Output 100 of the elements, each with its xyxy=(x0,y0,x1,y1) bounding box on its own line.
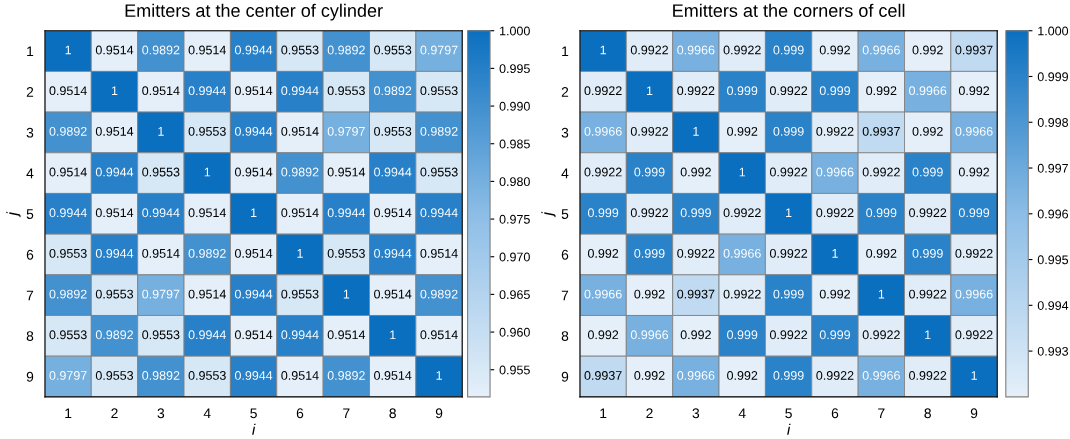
data-label: 1 xyxy=(111,86,118,95)
data-label: 0.992 xyxy=(819,289,850,299)
data-label: 0.9514 xyxy=(188,289,226,299)
x-tick-label: 9 xyxy=(970,408,978,419)
y-tick-label: 5 xyxy=(561,209,569,219)
data-label: 0.992 xyxy=(866,248,897,258)
data-label: 0.9937 xyxy=(584,371,622,380)
data-label: 0.9553 xyxy=(327,86,365,96)
data-label: 0.9514 xyxy=(188,208,226,218)
data-label: 0.999 xyxy=(819,86,851,96)
x-axis-title: i xyxy=(252,423,256,435)
data-label: 0.9922 xyxy=(816,208,854,218)
data-label: 1 xyxy=(693,127,699,136)
y-tick-label: 8 xyxy=(561,331,569,341)
data-label: 0.9553 xyxy=(49,248,87,258)
data-label: 1 xyxy=(739,167,746,177)
x-tick-label: 5 xyxy=(785,408,792,419)
data-label: 0.9514 xyxy=(327,167,366,177)
data-label: 0.9944 xyxy=(188,330,226,340)
data-label: 0.9944 xyxy=(234,126,273,136)
data-label: 0.9922 xyxy=(769,86,808,96)
data-label: 0.9922 xyxy=(723,208,761,218)
x-tick-label: 4 xyxy=(738,408,746,419)
data-label: 0.9514 xyxy=(234,248,273,258)
y-tick-label: 1 xyxy=(562,46,569,57)
data-label: 0.9937 xyxy=(862,126,900,136)
data-label: 0.9937 xyxy=(677,289,715,299)
data-label: 0.9553 xyxy=(374,45,412,55)
data-label: 1 xyxy=(832,249,838,258)
data-label: 0.9944 xyxy=(95,248,134,258)
data-label: 0.9966 xyxy=(723,248,761,258)
data-label: 0.9514 xyxy=(95,126,134,136)
data-label: 0.9514 xyxy=(234,167,273,177)
data-label: 0.9922 xyxy=(816,371,854,380)
data-label: 0.9922 xyxy=(909,208,947,218)
y-tick-label: 3 xyxy=(561,127,569,138)
data-label: 0.9966 xyxy=(584,289,622,299)
data-label: 0.9514 xyxy=(327,330,366,340)
y-tick-label: 4 xyxy=(26,168,34,179)
color-bar-label: 0.965 xyxy=(499,290,530,300)
data-label: 1 xyxy=(390,330,396,340)
data-label: 0.9922 xyxy=(909,371,947,380)
data-label: 0.9514 xyxy=(49,167,87,177)
data-label: 0.9944 xyxy=(374,248,412,258)
data-label: 0.9937 xyxy=(955,45,993,55)
y-tick-label: 7 xyxy=(561,290,569,301)
data-label: 0.9892 xyxy=(95,330,133,340)
data-label: 0.9514 xyxy=(234,330,273,340)
data-label: 0.992 xyxy=(819,45,850,55)
data-label: 0.9966 xyxy=(677,45,715,55)
data-label: 0.9892 xyxy=(374,86,412,96)
data-label: 0.9553 xyxy=(420,86,458,96)
color-bar-label: 0.994 xyxy=(1037,301,1069,310)
y-tick-label: 9 xyxy=(26,371,34,382)
data-label: 0.9922 xyxy=(723,45,761,55)
data-label: 0.9922 xyxy=(769,167,808,177)
data-label: 1 xyxy=(786,208,792,218)
data-label: 0.999 xyxy=(773,45,804,55)
x-tick-label: 3 xyxy=(157,408,165,419)
data-label: 0.9553 xyxy=(281,289,319,299)
data-label: 0.999 xyxy=(727,330,758,340)
data-label: 0.9553 xyxy=(49,330,87,340)
color-bar-label: 0.999 xyxy=(1037,72,1068,82)
data-label: 1 xyxy=(158,127,164,136)
y-tick-label: 6 xyxy=(26,249,34,260)
data-label: 0.9922 xyxy=(630,208,668,218)
data-label: 0.9922 xyxy=(909,289,947,299)
data-label: 0.9944 xyxy=(281,86,319,96)
data-label: 0.999 xyxy=(866,208,897,218)
x-tick-label: 8 xyxy=(389,408,396,419)
data-label: 0.9553 xyxy=(142,167,180,177)
x-tick-label: 1 xyxy=(65,408,72,419)
data-label: 0.9514 xyxy=(95,45,134,55)
data-label: 0.999 xyxy=(680,208,711,218)
x-tick-label: 9 xyxy=(435,408,443,419)
data-label: 0.999 xyxy=(634,248,665,258)
color-bar-label: 0.970 xyxy=(499,252,530,262)
data-label: 0.9966 xyxy=(955,126,993,136)
data-label: 0.9797 xyxy=(327,126,365,136)
data-label: 0.999 xyxy=(819,330,851,340)
data-label: 0.9553 xyxy=(281,45,319,55)
data-label: 0.9922 xyxy=(584,167,622,177)
x-tick-label: 2 xyxy=(111,408,118,419)
data-label: 1 xyxy=(878,289,885,299)
y-tick-label: 1 xyxy=(27,46,34,57)
data-label: 1 xyxy=(436,371,442,380)
y-tick-label: 8 xyxy=(26,331,34,341)
data-label: 0.992 xyxy=(634,289,665,299)
data-label: 0.999 xyxy=(912,248,943,258)
x-tick-label: 6 xyxy=(296,408,304,419)
data-label: 0.9514 xyxy=(374,371,412,380)
chart-title: Emitters at the corners of cell xyxy=(673,3,905,18)
data-label: 0.9922 xyxy=(723,289,761,299)
data-label: 0.9514 xyxy=(188,45,226,55)
data-label: 0.9966 xyxy=(862,371,900,380)
data-label: 1 xyxy=(297,249,303,258)
data-label: 0.9514 xyxy=(281,371,319,380)
data-label: 0.9514 xyxy=(281,208,319,218)
color-bar-label: 0.997 xyxy=(1037,163,1068,173)
data-label: 0.9892 xyxy=(49,126,87,136)
